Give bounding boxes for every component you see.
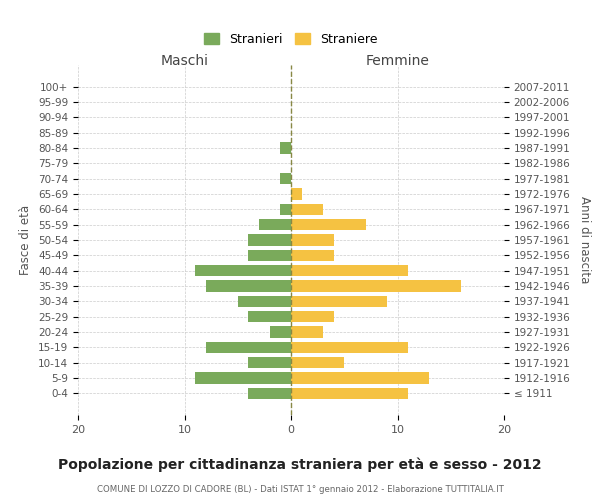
Bar <box>291 280 461 292</box>
Text: Femmine: Femmine <box>365 54 430 68</box>
Bar <box>280 142 291 154</box>
Bar <box>248 250 291 261</box>
Bar <box>291 372 430 384</box>
Bar <box>291 311 334 322</box>
Bar <box>291 204 323 215</box>
Bar <box>291 188 302 200</box>
Bar <box>280 204 291 215</box>
Bar <box>291 296 387 307</box>
Bar <box>238 296 291 307</box>
Bar <box>206 342 291 353</box>
Y-axis label: Anni di nascita: Anni di nascita <box>578 196 592 284</box>
Bar <box>248 311 291 322</box>
Bar <box>291 265 408 276</box>
Text: COMUNE DI LOZZO DI CADORE (BL) - Dati ISTAT 1° gennaio 2012 - Elaborazione TUTTI: COMUNE DI LOZZO DI CADORE (BL) - Dati IS… <box>97 485 503 494</box>
Bar <box>291 250 334 261</box>
Bar <box>291 326 323 338</box>
Bar <box>280 173 291 184</box>
Text: Maschi: Maschi <box>161 54 209 68</box>
Bar <box>248 388 291 399</box>
Text: Popolazione per cittadinanza straniera per età e sesso - 2012: Popolazione per cittadinanza straniera p… <box>58 458 542 472</box>
Bar <box>291 388 408 399</box>
Bar <box>206 280 291 292</box>
Bar <box>195 265 291 276</box>
Bar <box>291 234 334 246</box>
Bar <box>291 342 408 353</box>
Bar <box>248 234 291 246</box>
Legend: Stranieri, Straniere: Stranieri, Straniere <box>200 29 382 50</box>
Bar <box>291 357 344 368</box>
Bar <box>270 326 291 338</box>
Bar <box>291 219 365 230</box>
Bar <box>195 372 291 384</box>
Bar <box>259 219 291 230</box>
Bar <box>248 357 291 368</box>
Y-axis label: Fasce di età: Fasce di età <box>19 205 32 275</box>
